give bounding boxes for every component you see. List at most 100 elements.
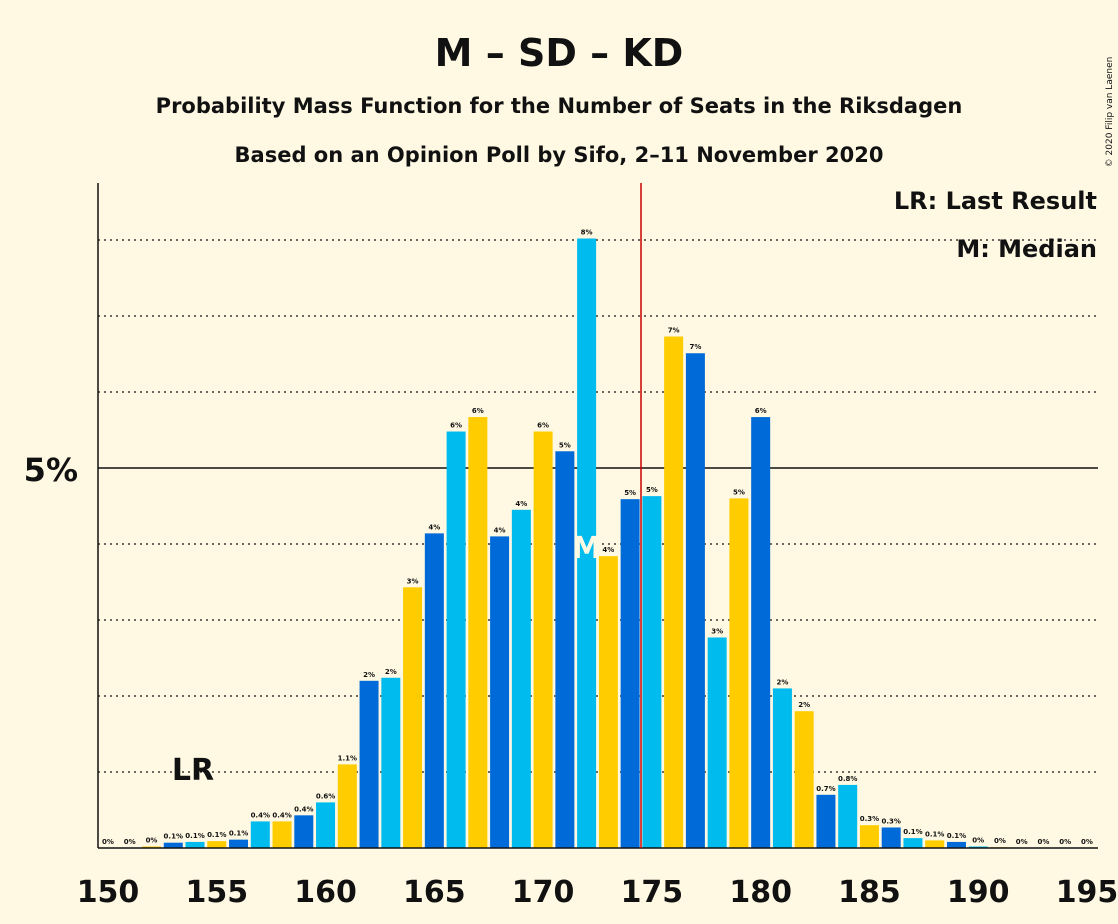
bar-186 xyxy=(881,827,901,848)
x-tick-160: 160 xyxy=(294,875,357,910)
bars xyxy=(142,238,1010,849)
bar-label-154: 0.1% xyxy=(185,832,204,840)
bar-165 xyxy=(424,533,444,848)
bar-label-184: 0.8% xyxy=(838,775,857,783)
bar-label-188: 0.1% xyxy=(925,830,944,838)
gridlines xyxy=(98,239,1098,773)
x-tick-185: 185 xyxy=(838,875,901,910)
bar-label-180: 6% xyxy=(755,407,767,415)
bar-label-187: 0.1% xyxy=(903,828,922,836)
bar-label-153: 0.1% xyxy=(164,833,183,841)
x-tick-150: 150 xyxy=(77,875,140,910)
bar-167 xyxy=(468,417,488,848)
bar-label-194: 0% xyxy=(1059,838,1071,846)
bar-154 xyxy=(185,841,205,848)
bar-160 xyxy=(316,802,336,848)
bar-179 xyxy=(729,498,749,848)
bar-label-176: 7% xyxy=(668,327,680,335)
bar-label-173: 4% xyxy=(602,546,614,554)
bar-label-155: 0.1% xyxy=(207,831,226,839)
bar-152 xyxy=(142,846,162,848)
x-tick-165: 165 xyxy=(403,875,466,910)
bar-label-172: 8% xyxy=(581,228,593,236)
bar-163 xyxy=(381,677,401,848)
bar-label-151: 0% xyxy=(124,838,136,846)
bar-label-171: 5% xyxy=(559,441,571,449)
bar-184 xyxy=(838,784,858,848)
bar-164 xyxy=(403,587,423,848)
bar-173 xyxy=(598,556,618,848)
bar-175 xyxy=(642,496,662,848)
x-tick-195: 195 xyxy=(1056,875,1118,910)
bar-label-185: 0.3% xyxy=(860,815,879,823)
bar-label-191: 0% xyxy=(994,837,1006,845)
bar-181 xyxy=(772,688,792,848)
bar-label-162: 2% xyxy=(363,671,375,679)
bar-158 xyxy=(272,821,292,848)
bar-183 xyxy=(816,794,836,848)
bar-label-166: 6% xyxy=(450,422,462,430)
bar-label-190: 0% xyxy=(972,836,984,844)
bar-172 xyxy=(577,238,597,849)
bar-label-170: 6% xyxy=(537,422,549,430)
bar-161 xyxy=(337,764,357,848)
bar-label-158: 0.4% xyxy=(272,811,291,819)
bar-label-152: 0% xyxy=(146,836,158,844)
bar-187 xyxy=(903,838,923,848)
bar-label-186: 0.3% xyxy=(881,817,900,825)
median-marker: M xyxy=(572,531,602,566)
x-tick-labels: 150 155 160 165 170 175 180 185 190 195 xyxy=(77,875,1118,910)
x-tick-175: 175 xyxy=(621,875,684,910)
legend-median: M: Median xyxy=(956,235,1097,263)
bar-189 xyxy=(946,841,966,848)
bar-label-182: 2% xyxy=(798,701,810,709)
bar-label-163: 2% xyxy=(385,668,397,676)
bar-178 xyxy=(707,637,727,848)
chart-subtitle: Probability Mass Function for the Number… xyxy=(156,94,963,118)
bar-180 xyxy=(751,417,771,848)
bar-190 xyxy=(968,846,988,848)
bar-174 xyxy=(620,499,640,848)
bar-156 xyxy=(229,839,249,848)
bar-label-195: 0% xyxy=(1081,838,1093,846)
bar-label-156: 0.1% xyxy=(229,830,248,838)
bar-157 xyxy=(250,821,270,848)
bar-176 xyxy=(664,336,684,848)
bar-171 xyxy=(555,451,575,848)
bar-182 xyxy=(794,711,814,848)
bar-label-161: 1.1% xyxy=(338,754,357,762)
bar-label-177: 7% xyxy=(689,343,701,351)
bar-label-159: 0.4% xyxy=(294,805,313,813)
bar-label-150: 0% xyxy=(102,838,114,846)
bar-188 xyxy=(925,840,945,848)
x-tick-180: 180 xyxy=(729,875,792,910)
x-tick-170: 170 xyxy=(512,875,575,910)
bar-label-174: 5% xyxy=(624,489,636,497)
bar-169 xyxy=(511,509,531,848)
copyright-note: © 2020 Filip van Laenen xyxy=(1105,57,1115,168)
bar-185 xyxy=(859,825,879,848)
y-tick-label-5pct: 5% xyxy=(24,451,78,489)
x-tick-155: 155 xyxy=(185,875,248,910)
legend-last-result: LR: Last Result xyxy=(894,187,1097,215)
bar-label-165: 4% xyxy=(428,523,440,531)
bar-label-189: 0.1% xyxy=(947,832,966,840)
chart-subtitle-poll: Based on an Opinion Poll by Sifo, 2–11 N… xyxy=(235,143,884,167)
bar-label-192: 0% xyxy=(1016,838,1028,846)
bar-label-179: 5% xyxy=(733,488,745,496)
bar-label-175: 5% xyxy=(646,486,658,494)
bar-label-157: 0.4% xyxy=(251,811,270,819)
bar-label-193: 0% xyxy=(1038,838,1050,846)
bar-155 xyxy=(207,841,227,848)
bar-label-167: 6% xyxy=(472,407,484,415)
last-result-marker: LR xyxy=(172,753,214,788)
bar-label-160: 0.6% xyxy=(316,792,335,800)
bar-170 xyxy=(533,431,553,848)
bar-177 xyxy=(685,353,705,848)
bar-label-168: 4% xyxy=(494,526,506,534)
bar-label-164: 3% xyxy=(407,577,419,585)
chart-title: M – SD – KD xyxy=(435,31,684,75)
bar-168 xyxy=(490,536,510,848)
bar-label-169: 4% xyxy=(515,500,527,508)
